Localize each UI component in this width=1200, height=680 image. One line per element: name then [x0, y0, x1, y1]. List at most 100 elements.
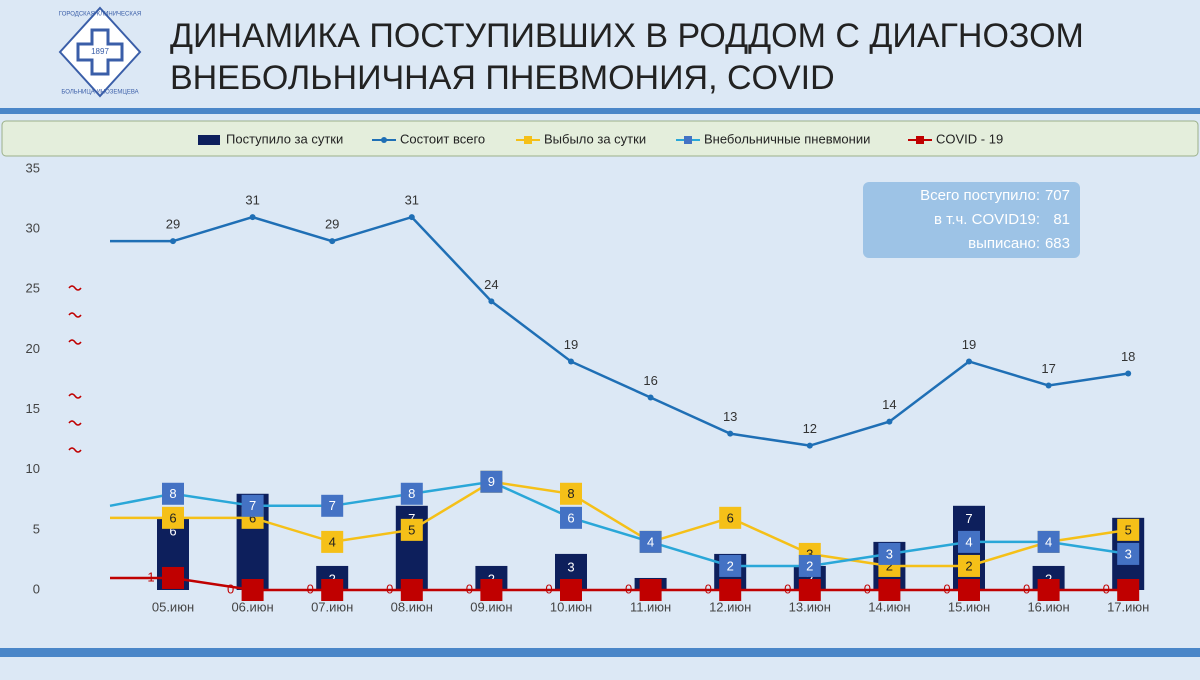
point — [727, 430, 734, 437]
legend-swatch — [524, 136, 532, 144]
point — [798, 554, 821, 577]
y-tick-label: 5 — [33, 521, 40, 536]
series-line — [110, 480, 1129, 568]
series-line — [110, 576, 1129, 592]
bar-label: 6 — [169, 523, 176, 538]
y-tick-label: 35 — [26, 160, 40, 175]
point-label: 1 — [147, 569, 154, 584]
point-label: 2 — [727, 558, 734, 573]
point-label: 6 — [169, 510, 176, 525]
point — [966, 358, 972, 365]
logo-frame — [58, 6, 142, 98]
legend-swatch — [684, 136, 692, 144]
legend-swatch — [198, 135, 220, 145]
point-label: 2 — [886, 558, 893, 573]
x-tick-label: 13.июн — [789, 599, 831, 614]
x-tick-label: 17.июн — [1107, 599, 1149, 614]
point-label: 3 — [886, 546, 893, 561]
point-label: 29 — [325, 217, 339, 232]
point — [958, 530, 980, 553]
point — [321, 494, 344, 517]
point — [1037, 530, 1060, 553]
point — [400, 518, 423, 541]
summary-label: выписано: — [968, 235, 1040, 252]
point-label: 13 — [723, 409, 737, 424]
point-label: 3 — [1125, 546, 1132, 561]
point-label: 0 — [307, 581, 314, 596]
summary-label: Всего поступило: — [920, 187, 1040, 204]
point — [560, 482, 582, 505]
point — [480, 579, 503, 601]
point — [1117, 518, 1140, 541]
summary-value: 683 — [1045, 235, 1070, 252]
x-tick-label: 09.июн — [470, 599, 512, 614]
logo-top: ГОРОДСКАЯ КЛИНИЧЕСКАЯ — [59, 12, 141, 18]
point-label: 0 — [545, 581, 552, 596]
point — [719, 579, 742, 601]
summary-box — [863, 182, 1080, 258]
legend-swatch — [381, 137, 387, 143]
footer-rule — [0, 648, 1200, 657]
y-tick-label: 0 — [33, 581, 40, 596]
y-tick-label: 10 — [26, 461, 40, 476]
point-label: 0 — [784, 581, 791, 596]
point — [1045, 382, 1052, 389]
legend-label: Состоит всего — [400, 131, 485, 146]
x-tick-label: 10.июн — [550, 599, 592, 614]
point — [488, 298, 495, 305]
point-label: 2 — [806, 558, 813, 573]
summary-label: в т.ч. COVID19: — [934, 211, 1040, 228]
point — [170, 238, 176, 245]
point — [647, 394, 654, 401]
point — [408, 214, 415, 221]
logo: 1897 ГОРОДСКАЯ КЛИНИЧЕСКАЯ БОЛЬНИЦА ИНОЗ… — [58, 6, 142, 98]
point — [719, 554, 742, 577]
bar-label: 2 — [488, 571, 495, 586]
point-label: 0 — [864, 581, 871, 596]
point-label: 16 — [643, 373, 657, 388]
point — [878, 579, 901, 601]
x-tick-label: 16.июн — [1027, 599, 1069, 614]
point-label: 17 — [1041, 361, 1055, 376]
point-label: 31 — [245, 193, 259, 208]
legend-label: Выбыло за сутки — [544, 131, 646, 146]
point — [162, 482, 184, 505]
point-label: 4 — [647, 534, 654, 549]
legend-box — [1, 120, 1199, 157]
bar-label: 3 — [567, 559, 574, 574]
point — [560, 506, 582, 529]
legend-label: Внебольничные пневмонии — [704, 131, 870, 146]
point-label: 6 — [249, 510, 256, 525]
series-line — [110, 215, 1129, 447]
logo-year: 1897 — [91, 47, 109, 56]
point-label: 3 — [806, 546, 813, 561]
point-label: 6 — [727, 510, 734, 525]
point-label: 4 — [1045, 534, 1052, 549]
point — [1037, 579, 1060, 601]
point — [241, 579, 264, 601]
point-label: 4 — [329, 534, 336, 549]
point-label: 0 — [386, 581, 393, 596]
point — [321, 579, 344, 601]
title-line: ВНЕБОЛЬНИЧНАЯ ПНЕВМОНИЯ, COVID — [170, 59, 835, 97]
point-label: 29 — [166, 217, 180, 232]
point-label: 0 — [943, 581, 950, 596]
point — [719, 506, 742, 529]
point-label: 0 — [625, 581, 632, 596]
header-rule — [0, 108, 1200, 114]
point — [958, 554, 980, 577]
decor — [68, 285, 82, 453]
x-tick-label: 06.июн — [231, 599, 273, 614]
point-label: 18 — [1121, 349, 1135, 364]
point — [480, 470, 503, 493]
y-tick-label: 15 — [26, 401, 40, 416]
point — [249, 214, 256, 221]
point — [639, 579, 662, 601]
point-label: 0 — [227, 581, 234, 596]
point — [886, 418, 893, 425]
x-tick-label: 07.июн — [311, 599, 353, 614]
point — [1117, 579, 1140, 601]
point-label: 5 — [408, 522, 415, 537]
point-label: 7 — [249, 498, 256, 513]
